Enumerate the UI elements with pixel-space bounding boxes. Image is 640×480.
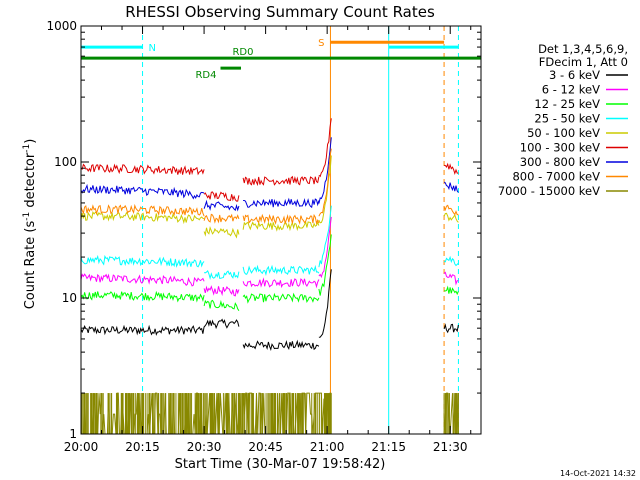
y-axis-label: Count Rate (s-1 detector-1) xyxy=(22,139,38,310)
plot-area: N S RD0 RD4 xyxy=(80,26,481,435)
legend-entry-label: 6 - 12 keV xyxy=(542,83,600,97)
series-line xyxy=(242,264,320,276)
series-line xyxy=(80,254,205,268)
y-label-superscript: -1 xyxy=(22,212,32,221)
series-line xyxy=(443,181,459,193)
series-line xyxy=(242,339,320,352)
series-line xyxy=(318,216,332,279)
series-line xyxy=(318,118,332,178)
series-line xyxy=(443,285,459,296)
y-axis: 1 10 100 1000 xyxy=(46,19,481,441)
series-line xyxy=(443,271,459,286)
x-tick-label: 21:00 xyxy=(310,440,345,454)
y-label-part: Count Rate (s xyxy=(23,221,38,310)
y-label-superscript: -1 xyxy=(22,144,32,153)
series-line xyxy=(318,234,332,296)
series-line xyxy=(318,269,332,338)
series-line xyxy=(444,162,459,175)
x-tick-label: 20:00 xyxy=(64,440,99,454)
series-line xyxy=(203,199,240,212)
series-line xyxy=(443,255,459,267)
series-line xyxy=(318,137,332,204)
x-tick-label: 20:15 xyxy=(125,440,160,454)
series-line xyxy=(203,225,240,239)
x-tick-label: 21:30 xyxy=(433,440,468,454)
y-label-part: detector xyxy=(23,152,38,212)
series-line xyxy=(443,204,459,216)
legend-entry-label: 100 - 300 keV xyxy=(520,141,600,155)
series-line xyxy=(242,220,320,232)
series-line xyxy=(80,290,205,303)
legend-entry-label: 300 - 800 keV xyxy=(520,155,600,169)
x-tick-label: 20:45 xyxy=(248,440,283,454)
state-bar-label: N xyxy=(149,43,156,54)
x-tick-label: 21:15 xyxy=(371,440,406,454)
y-tick-label: 1 xyxy=(69,427,77,441)
legend-entry-label: 25 - 50 keV xyxy=(534,112,600,126)
series-line xyxy=(443,323,459,334)
series-line xyxy=(203,285,240,297)
series-line xyxy=(242,277,320,289)
series-line xyxy=(80,210,205,225)
series-line xyxy=(80,324,205,336)
legend: Det 1,3,4,5,6,9, FDecim 1, Att 0 3 - 6 k… xyxy=(498,42,628,198)
x-axis-label: Start Time (30-Mar-07 19:58:42) xyxy=(175,457,386,472)
series-line xyxy=(203,191,240,202)
plot-frame xyxy=(80,25,482,435)
chart-title: RHESSI Observing Summary Count Rates xyxy=(125,3,435,21)
state-bar-label: RD0 xyxy=(232,47,253,58)
series-line xyxy=(318,148,332,217)
x-tick-label: 20:30 xyxy=(187,440,222,454)
series-line xyxy=(443,212,459,223)
series-line xyxy=(318,205,332,268)
series-line xyxy=(80,203,205,217)
legend-entry-label: 800 - 7000 keV xyxy=(512,170,600,184)
y-tick-label: 10 xyxy=(62,291,77,305)
y-label-part: ) xyxy=(23,139,38,144)
series-line xyxy=(318,155,332,224)
series-line xyxy=(203,318,240,330)
series-line xyxy=(242,292,320,304)
series-line xyxy=(80,183,205,200)
series-line xyxy=(80,273,205,287)
x-axis: 20:00 20:15 20:30 20:45 21:00 21:15 21:30 xyxy=(64,26,472,454)
legend-entry-label: 12 - 25 keV xyxy=(534,97,600,111)
legend-header-line: FDecim 1, Att 0 xyxy=(539,55,628,69)
series-line xyxy=(242,213,320,225)
series-line xyxy=(204,270,240,280)
state-bar-label: S xyxy=(318,38,324,49)
series-line xyxy=(80,163,205,176)
footer-timestamp: 14-Oct-2021 14:32 xyxy=(560,469,636,478)
y-tick-label: 1000 xyxy=(46,19,77,33)
legend-header-line: Det 1,3,4,5,6,9, xyxy=(538,42,628,56)
state-bar-label: RD4 xyxy=(195,70,216,81)
series-line xyxy=(243,197,320,209)
legend-entry-label: 3 - 6 keV xyxy=(549,68,600,82)
series-line xyxy=(203,213,240,224)
series-line xyxy=(242,175,320,187)
legend-entry-label: 50 - 100 keV xyxy=(527,126,600,140)
legend-entry-label: 7000 - 15000 keV xyxy=(498,184,600,198)
series-line xyxy=(203,299,240,312)
y-tick-label: 100 xyxy=(54,155,77,169)
